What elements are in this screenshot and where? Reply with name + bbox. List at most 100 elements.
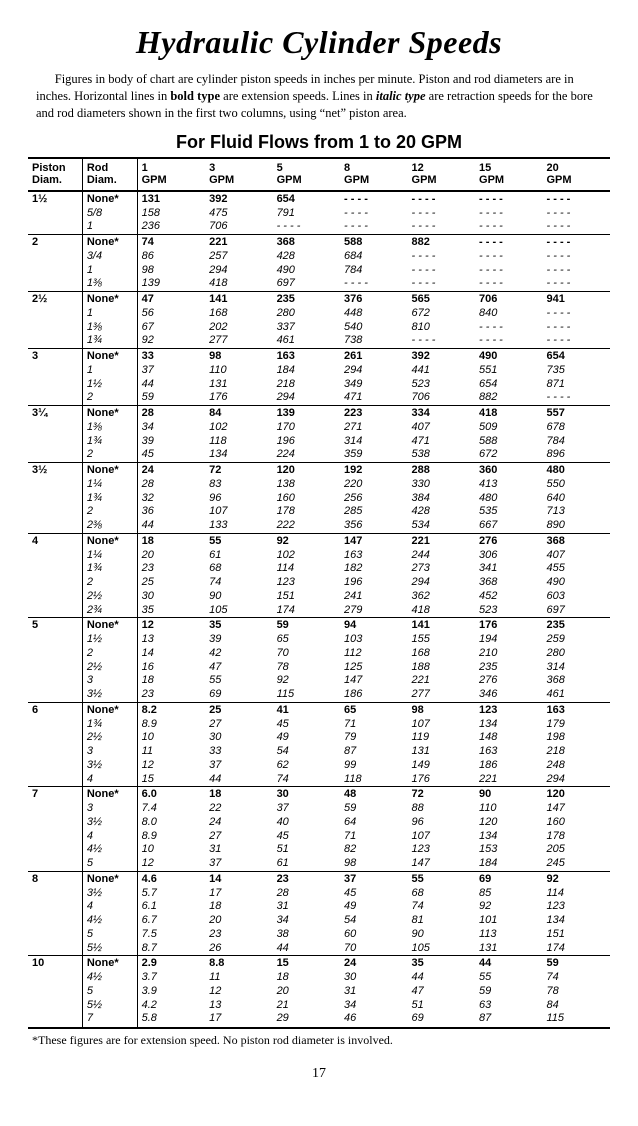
cell-speed-value: 12 xyxy=(205,985,272,999)
cell-speed-value: 294 xyxy=(273,391,340,405)
cell-speed-value: 134 xyxy=(205,448,272,462)
cell-piston-diam xyxy=(28,264,82,278)
cell-speed-value: 92 xyxy=(475,900,542,914)
cell-speed-value: 368 xyxy=(543,674,611,688)
cell-speed-value: 277 xyxy=(408,688,475,702)
cell-speed-value: 882 xyxy=(408,235,475,250)
cell-speed-value: 141 xyxy=(408,618,475,633)
cell-speed-value: 74 xyxy=(137,235,205,250)
cell-speed-value: 244 xyxy=(408,549,475,563)
cell-rod-diam: 4½ xyxy=(82,971,137,985)
cell-speed-value: 118 xyxy=(205,435,272,449)
table-row-retraction: 3½12376299149186248 xyxy=(28,759,610,773)
cell-rod-diam: 1¼ xyxy=(82,478,137,492)
cell-speed-value: 44 xyxy=(137,378,205,392)
cell-piston-diam xyxy=(28,802,82,816)
cell-speed-value: 882 xyxy=(475,391,542,405)
cell-speed-value: 113 xyxy=(475,928,542,942)
cell-speed-value: 59 xyxy=(137,391,205,405)
cell-speed-value: 550 xyxy=(543,478,611,492)
cell-speed-value: 148 xyxy=(475,731,542,745)
cell-speed-value: 276 xyxy=(475,533,542,548)
cell-piston-diam xyxy=(28,321,82,335)
cell-speed-value: - - - - xyxy=(475,334,542,348)
cell-speed-value: 25 xyxy=(205,702,272,717)
cell-speed-value: 697 xyxy=(543,604,611,618)
cell-speed-value: 706 xyxy=(205,220,272,234)
cell-speed-value: 490 xyxy=(543,576,611,590)
cell-speed-value: 38 xyxy=(273,928,340,942)
cell-speed-value: 141 xyxy=(205,292,272,307)
col-gpm-1: 1GPM xyxy=(137,158,205,191)
cell-speed-value: 55 xyxy=(475,971,542,985)
cell-speed-value: 110 xyxy=(475,802,542,816)
cell-speed-value: 47 xyxy=(137,292,205,307)
cell-speed-value: 13 xyxy=(205,999,272,1013)
cell-piston-diam: 6 xyxy=(28,702,82,717)
cell-speed-value: 101 xyxy=(475,914,542,928)
cell-speed-value: 376 xyxy=(340,292,407,307)
cell-speed-value: 672 xyxy=(408,307,475,321)
cell-speed-value: 285 xyxy=(340,505,407,519)
table-row-retraction: 1¾2368114182273341455 xyxy=(28,562,610,576)
cell-piston-diam xyxy=(28,633,82,647)
cell-speed-value: 123 xyxy=(543,900,611,914)
cell-piston-diam xyxy=(28,207,82,221)
cell-speed-value: 67 xyxy=(137,321,205,335)
table-row-retraction: 1½133965103155194259 xyxy=(28,633,610,647)
cell-speed-value: 134 xyxy=(543,914,611,928)
cell-speed-value: 98 xyxy=(340,857,407,871)
cell-rod-diam: None* xyxy=(82,235,137,250)
cell-speed-value: 4.6 xyxy=(137,871,205,886)
cell-speed-value: 63 xyxy=(475,999,542,1013)
cell-speed-value: 368 xyxy=(475,576,542,590)
cell-speed-value: 294 xyxy=(543,773,611,787)
cell-speed-value: 105 xyxy=(205,604,272,618)
cell-speed-value: 155 xyxy=(408,633,475,647)
cell-speed-value: 490 xyxy=(273,264,340,278)
cell-piston-diam xyxy=(28,942,82,956)
intro-paragraph: Figures in body of chart are cylinder pi… xyxy=(36,71,602,122)
cell-speed-value: 163 xyxy=(273,349,340,364)
cell-speed-value: 61 xyxy=(273,857,340,871)
cell-speed-value: 294 xyxy=(205,264,272,278)
cell-speed-value: 288 xyxy=(408,463,475,478)
table-row-retraction: 1¾39118196314471588784 xyxy=(28,435,610,449)
table-row-retraction: 236107178285428535713 xyxy=(28,505,610,519)
cell-speed-value: 105 xyxy=(408,942,475,956)
cell-piston-diam xyxy=(28,391,82,405)
cell-speed-value: 44 xyxy=(273,942,340,956)
cell-speed-value: 24 xyxy=(205,816,272,830)
cell-speed-value: 23 xyxy=(137,562,205,576)
cell-rod-diam: 5 xyxy=(82,928,137,942)
cell-speed-value: 13 xyxy=(137,633,205,647)
cell-speed-value: 28 xyxy=(137,478,205,492)
page-number: 17 xyxy=(28,1066,610,1082)
cell-piston-diam xyxy=(28,816,82,830)
cell-speed-value: - - - - xyxy=(475,220,542,234)
cell-speed-value: 49 xyxy=(273,731,340,745)
cell-rod-diam: 1¾ xyxy=(82,562,137,576)
cell-speed-value: 640 xyxy=(543,492,611,506)
table-row-retraction: 1¼2061102163244306407 xyxy=(28,549,610,563)
cell-speed-value: 277 xyxy=(205,334,272,348)
table-row-retraction: 512376198147184245 xyxy=(28,857,610,871)
cell-speed-value: 45 xyxy=(137,448,205,462)
cell-speed-value: 39 xyxy=(205,633,272,647)
cell-speed-value: - - - - xyxy=(340,207,407,221)
cell-speed-value: - - - - xyxy=(408,250,475,264)
cell-speed-value: 45 xyxy=(273,830,340,844)
cell-speed-value: 12 xyxy=(137,857,205,871)
cell-speed-value: 198 xyxy=(543,731,611,745)
cell-speed-value: 791 xyxy=(273,207,340,221)
cell-speed-value: 18 xyxy=(205,900,272,914)
table-row-retraction: 5½4.2132134516384 xyxy=(28,999,610,1013)
cell-speed-value: 92 xyxy=(137,334,205,348)
cell-speed-value: 26 xyxy=(205,942,272,956)
cell-speed-value: 78 xyxy=(273,661,340,675)
cell-speed-value: 37 xyxy=(205,759,272,773)
cell-speed-value: 44 xyxy=(137,519,205,533)
cell-speed-value: 10 xyxy=(137,843,205,857)
cell-speed-value: 42 xyxy=(205,647,272,661)
speed-table: PistonDiam. RodDiam. 1GPM 3GPM 5GPM 8GPM… xyxy=(28,157,610,1030)
